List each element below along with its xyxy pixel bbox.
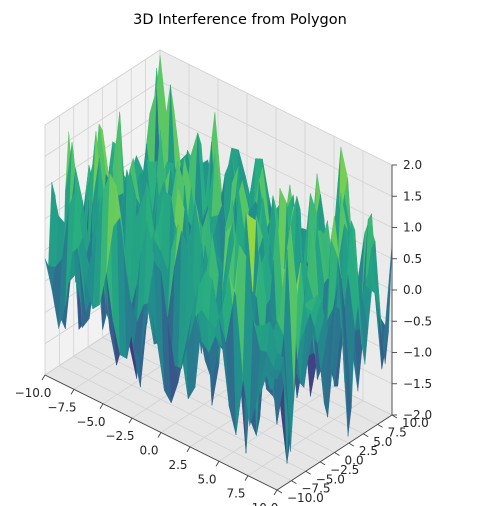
- grid-line-z: [159, 112, 393, 228]
- x-tick-label: −5.0: [76, 415, 105, 429]
- y-tick-label: −5.0: [316, 472, 345, 486]
- z-tick-label: 1.0: [403, 221, 422, 235]
- x-tick: [128, 417, 133, 424]
- x-tick: [157, 432, 162, 438]
- grid-line-z: [44, 49, 161, 126]
- z-tick-label: −1.0: [403, 346, 432, 360]
- x-tick: [215, 461, 220, 467]
- y-tick-label: 5.0: [373, 435, 392, 449]
- surface-facet: [269, 368, 281, 381]
- y-tick: [391, 414, 398, 419]
- z-tick-label: −0.5: [403, 314, 432, 328]
- y-tick: [334, 452, 340, 456]
- z-tick-label: 1.5: [403, 189, 422, 203]
- y-tick: [377, 423, 383, 428]
- y-tick: [348, 442, 355, 447]
- grid-line-y: [87, 346, 321, 463]
- z-tick-label: 0.5: [403, 252, 422, 266]
- grid-line-y: [73, 355, 306, 472]
- x-tick-label: 0.0: [139, 444, 158, 458]
- x-tick-label: −10.0: [15, 386, 52, 400]
- x-tick: [41, 374, 46, 381]
- y-tick-label: 2.5: [359, 444, 378, 458]
- x-tick: [186, 446, 191, 453]
- y-tick: [305, 470, 311, 475]
- axes-lines: [41, 164, 398, 496]
- x-tick: [70, 389, 75, 395]
- tick-labels: −10.0−7.5−5.0−2.50.02.55.07.510.0−10.0−7…: [15, 158, 433, 506]
- y-tick-label: −10.0: [287, 491, 324, 505]
- grid-line-z: [159, 80, 393, 197]
- z-tick-label: −2.0: [403, 408, 432, 422]
- x-tick-label: −7.5: [47, 400, 76, 414]
- x-tick-label: −2.5: [105, 429, 134, 443]
- y-tick-label: 0.0: [345, 454, 364, 468]
- y-tick-label: 7.5: [388, 425, 407, 439]
- x-tick: [99, 403, 104, 409]
- z-tick-label: 0.0: [403, 283, 422, 297]
- x-tick: [244, 475, 249, 481]
- y-tick-label: 10.0: [402, 416, 429, 430]
- chart-title: 3D Interference from Polygon: [133, 12, 347, 28]
- x-tick-label: 2.5: [168, 458, 187, 472]
- surface-plot: [44, 55, 393, 464]
- grid-line-z: [44, 80, 161, 157]
- y-tick: [291, 480, 297, 485]
- y-tick: [276, 489, 283, 494]
- grid-line-z: [159, 49, 393, 166]
- y-tick-label: −7.5: [301, 482, 330, 496]
- x-tick-label: 10.0: [252, 501, 279, 506]
- y-tick: [319, 461, 326, 466]
- x-tick-label: 7.5: [226, 487, 245, 501]
- x-tick: [273, 489, 278, 496]
- z-tick-label: 2.0: [403, 158, 422, 172]
- y-tick-label: −2.5: [330, 463, 359, 477]
- grid-line-y: [59, 365, 292, 481]
- x-tick-label: 5.0: [197, 472, 216, 486]
- y-tick: [363, 433, 369, 438]
- z-tick-label: −1.5: [403, 377, 432, 391]
